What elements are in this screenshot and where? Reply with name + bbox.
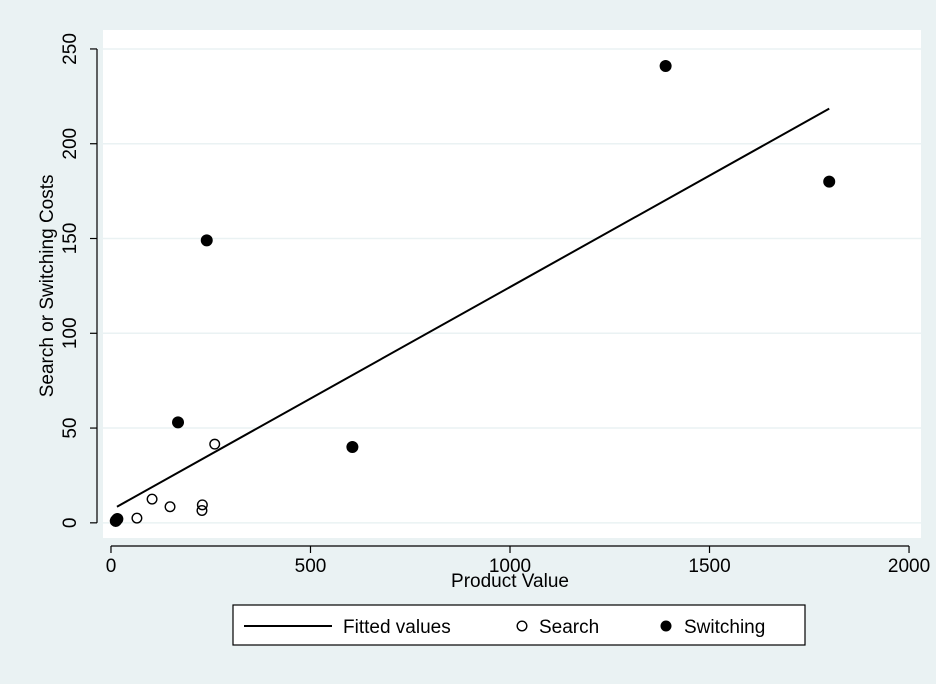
grid-lines xyxy=(103,48,921,524)
x-tick-label: 2000 xyxy=(888,556,930,577)
switching-point xyxy=(172,416,185,429)
legend-label: Search xyxy=(539,617,599,638)
switching-point xyxy=(659,60,672,73)
search-point xyxy=(146,493,158,505)
y-tick-label: 200 xyxy=(60,128,81,160)
y-tick-label: 150 xyxy=(60,223,81,255)
search-point xyxy=(131,512,143,524)
switching-point xyxy=(823,175,836,188)
fitted-line-layer xyxy=(116,107,830,508)
x-tick-label: 1000 xyxy=(489,556,531,577)
search-point xyxy=(164,501,176,513)
switching-point xyxy=(346,441,359,454)
y-tick-label: 100 xyxy=(60,317,81,349)
legend-filled-marker xyxy=(660,620,672,632)
legend: Fitted values Search Switching xyxy=(232,604,806,646)
x-tick-label: 0 xyxy=(106,556,117,577)
x-tick-label: 1500 xyxy=(688,556,730,577)
legend-label: Switching xyxy=(684,617,765,638)
search-point xyxy=(209,438,221,450)
x-tick-label: 500 xyxy=(295,556,327,577)
search-point xyxy=(196,499,208,511)
switching-point xyxy=(111,513,124,526)
y-tick-label: 50 xyxy=(60,417,81,438)
switching-point xyxy=(200,234,213,247)
y-axis-title: Search or Switching Costs xyxy=(37,174,58,397)
legend-label: Fitted values xyxy=(343,617,451,638)
legend-hollow-marker xyxy=(516,620,528,632)
y-tick-label: 250 xyxy=(60,33,81,65)
plot-area xyxy=(103,30,921,538)
marker-layer xyxy=(109,60,836,527)
fitted-values-line xyxy=(116,107,830,508)
x-axis-title: Product Value xyxy=(451,571,569,592)
search-point xyxy=(196,505,208,517)
y-tick-label: 0 xyxy=(60,518,81,529)
axes: 0 50 100 150 200 250 0 500 1000 1500 2000 xyxy=(60,33,930,577)
